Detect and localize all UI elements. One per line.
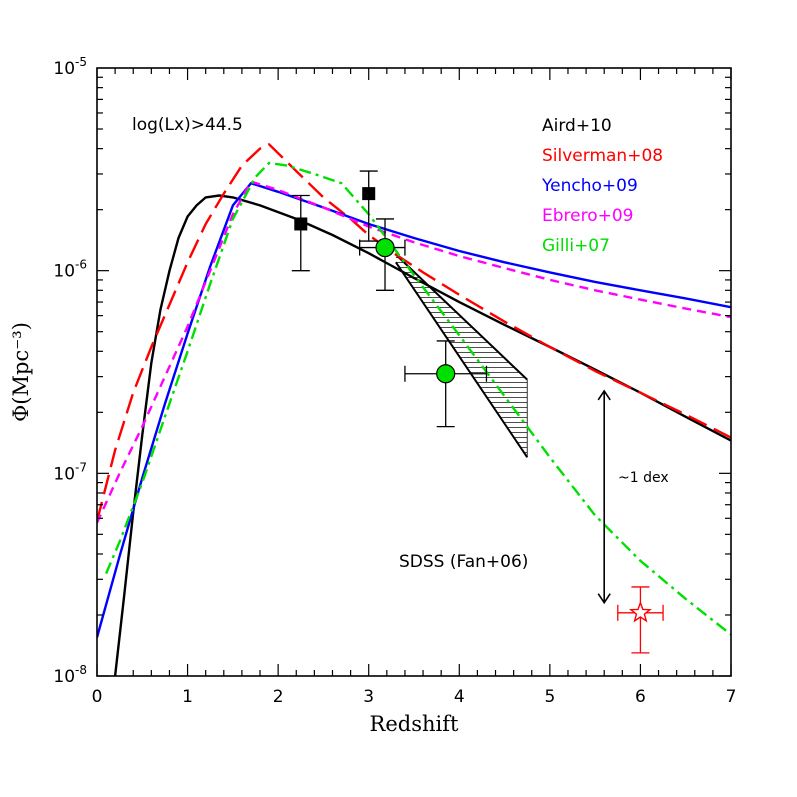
x-tick-label: 3 (363, 687, 374, 707)
sdss-star-marker (629, 600, 652, 623)
x-tick-label: 4 (454, 687, 465, 707)
y-axis-title: Φ(Mpc⁻³) (9, 322, 33, 422)
y-tick-label: 10-6 (53, 258, 87, 282)
legend-entry-aird-10: Aird+10 (542, 116, 612, 136)
circle-point-1 (375, 237, 395, 258)
legend: Aird+10 Silverman+08 Yencho+09 Ebrero+09 Gil… (541, 116, 663, 256)
square-point-2 (362, 187, 376, 201)
x-axis-ticks (96, 68, 732, 676)
y-tick-label-exponent: -8 (75, 663, 87, 677)
series-line-aird-10 (113, 194, 731, 676)
x-tick-label: 6 (635, 687, 646, 707)
circle-point-2 (436, 364, 456, 384)
plot-area (97, 143, 731, 676)
condition-label: log(Lx)>44.5 (132, 115, 243, 135)
x-tick-label: 1 (182, 687, 193, 707)
series-line-ebrero-09 (97, 180, 731, 524)
legend-entry-silverman-08: Silverman+08 (542, 146, 663, 166)
dex-arrow (597, 389, 611, 605)
x-tick-label: 2 (273, 687, 284, 707)
y-tick-label-base: 10 (53, 59, 75, 79)
y-tick-label-exponent: -7 (75, 460, 87, 474)
y-axis-tick-labels: 10-810-710-610-5 (53, 55, 87, 687)
x-tick-label: 5 (544, 687, 555, 707)
y-tick-label-base: 10 (53, 262, 75, 282)
y-tick-label-exponent: -5 (75, 55, 87, 69)
series-line-silverman-08 (97, 143, 731, 522)
x-axis-tick-labels: 0 1 2 3 4 5 6 7 (92, 687, 737, 707)
shaded-region-lower-edge (395, 261, 529, 458)
x-tick-label: 7 (726, 687, 737, 707)
shaded-region (395, 254, 528, 458)
y-tick-label-exponent: -6 (75, 258, 87, 272)
dex-label: ~1 dex (618, 470, 669, 486)
y-axis-ticks (97, 76, 731, 677)
dex-arrow-head-bottom (597, 593, 611, 605)
series-layer (97, 143, 731, 676)
square-point-1 (294, 217, 308, 231)
legend-entry-ebrero-09: Ebrero+09 (542, 206, 634, 226)
x-axis-title: Redshift (370, 712, 459, 736)
legend-entry-yencho-09: Yencho+09 (541, 176, 638, 196)
sdss-label: SDSS (Fan+06) (399, 552, 528, 572)
shaded-region-upper-edge (395, 253, 528, 381)
y-tick-label: 10-7 (53, 460, 87, 484)
y-tick-label: 10-5 (53, 55, 87, 79)
x-tick-label: 0 (92, 687, 103, 707)
y-tick-label-base: 10 (53, 667, 75, 687)
legend-entry-gilli-07: Gilli+07 (542, 236, 610, 256)
plot-frame (96, 67, 732, 677)
y-tick-label: 10-8 (53, 663, 87, 687)
dex-arrow-head-top (597, 389, 611, 401)
points-layer (291, 170, 664, 654)
y-tick-label-base: 10 (53, 464, 75, 484)
